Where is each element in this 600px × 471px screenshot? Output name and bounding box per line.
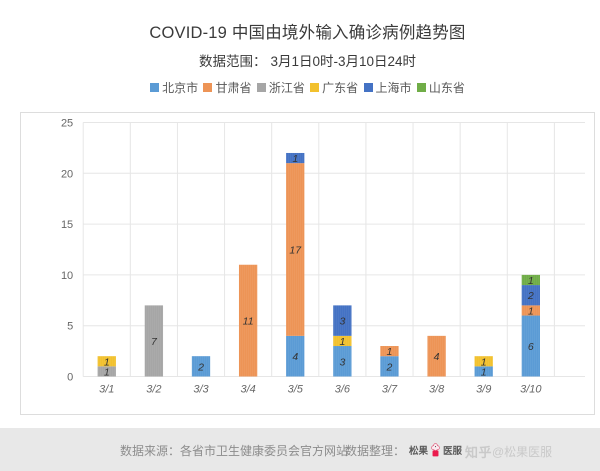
svg-text:3/10: 3/10 — [520, 384, 542, 396]
svg-text:3: 3 — [339, 356, 345, 368]
svg-text:6: 6 — [528, 341, 534, 353]
svg-text:11: 11 — [243, 316, 254, 328]
svg-text:20: 20 — [61, 168, 73, 180]
svg-text:1: 1 — [387, 346, 393, 358]
svg-text:1: 1 — [339, 336, 345, 348]
svg-text:3/4: 3/4 — [240, 384, 255, 396]
svg-text:0: 0 — [67, 372, 73, 384]
svg-text:10: 10 — [61, 270, 73, 282]
svg-text:5: 5 — [67, 321, 73, 333]
svg-text:3/2: 3/2 — [146, 384, 161, 396]
svg-text:1: 1 — [104, 356, 110, 368]
svg-text:2: 2 — [197, 361, 204, 373]
svg-text:3/5: 3/5 — [288, 384, 304, 396]
svg-text:3/1: 3/1 — [99, 384, 114, 396]
svg-text:25: 25 — [61, 118, 73, 130]
svg-text:15: 15 — [61, 219, 73, 231]
svg-text:1: 1 — [528, 305, 534, 317]
svg-text:1: 1 — [292, 153, 298, 165]
svg-text:2: 2 — [527, 290, 534, 302]
svg-text:4: 4 — [292, 351, 298, 363]
svg-text:3/8: 3/8 — [429, 384, 445, 396]
svg-text:3/6: 3/6 — [335, 384, 351, 396]
svg-text:3/3: 3/3 — [193, 384, 209, 396]
svg-text:4: 4 — [434, 351, 440, 363]
svg-text:3: 3 — [339, 316, 345, 328]
svg-text:3/9: 3/9 — [476, 384, 491, 396]
svg-text:1: 1 — [481, 356, 487, 368]
svg-text:3/7: 3/7 — [382, 384, 398, 396]
svg-text:2: 2 — [386, 361, 393, 373]
svg-text:17: 17 — [289, 245, 302, 257]
svg-text:1: 1 — [528, 275, 534, 287]
